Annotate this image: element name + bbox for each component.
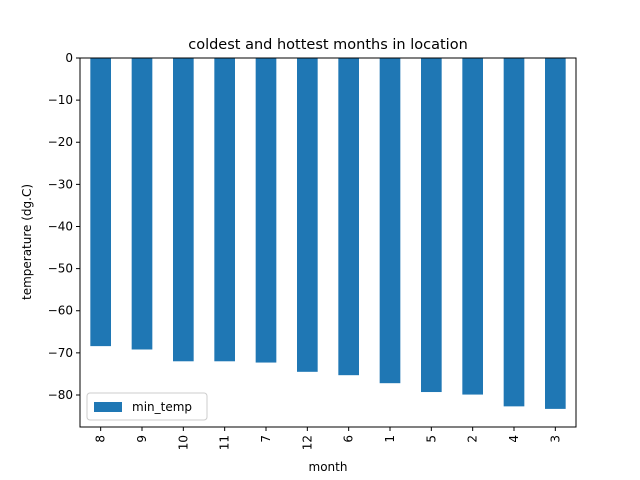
y-tick-label: −80	[48, 388, 73, 402]
bar-month-2	[462, 58, 483, 395]
legend-box	[86, 392, 208, 421]
x-tick-label: 4	[507, 435, 521, 443]
x-tick-label: 12	[300, 435, 314, 450]
bar-month-3	[545, 58, 566, 409]
bar-month-4	[503, 58, 525, 407]
bar-month-6	[338, 58, 359, 376]
x-tick-label: 2	[466, 435, 480, 443]
bar-month-9	[131, 58, 153, 350]
y-tick-label: −60	[48, 304, 73, 318]
x-axis-label: month	[309, 460, 348, 474]
x-tick-label: 9	[135, 435, 149, 443]
x-tick-label: 11	[218, 435, 232, 450]
bar-month-11	[214, 58, 235, 362]
x-tick-label: 5	[424, 435, 438, 443]
bar-month-8	[90, 58, 111, 347]
bar-month-5	[421, 58, 442, 393]
x-axis-ticks: 8 9 10 11 7 12 6 1 5 2 4 3	[94, 427, 562, 450]
legend-swatch	[94, 402, 122, 412]
x-tick-label: 3	[548, 435, 562, 443]
x-tick-label: 10	[176, 435, 190, 450]
legend: min_temp	[86, 392, 208, 421]
x-tick-label: 8	[94, 435, 108, 443]
bars-group	[90, 58, 566, 409]
bar-month-1	[379, 58, 401, 384]
y-tick-label: −30	[48, 177, 73, 191]
y-tick-label: 0	[65, 51, 73, 65]
y-axis-ticks: 0 −10 −20 −30 −40 −50 −60 −70 −80	[48, 51, 80, 402]
bar-month-12	[297, 58, 318, 372]
y-tick-label: −10	[48, 93, 73, 107]
y-axis-label: temperature (dg.C)	[20, 184, 34, 300]
legend-label: min_temp	[132, 400, 192, 414]
x-tick-label: 1	[383, 435, 397, 443]
x-tick-label: 7	[259, 435, 273, 443]
plot-frame	[79, 57, 577, 428]
y-tick-label: −40	[48, 219, 73, 233]
x-tick-label: 6	[342, 435, 356, 443]
bar-month-10	[173, 58, 194, 362]
y-tick-label: −70	[48, 346, 73, 360]
bar-month-7	[255, 58, 277, 363]
chart-title: coldest and hottest months in location	[188, 37, 468, 53]
y-tick-label: −20	[48, 135, 73, 149]
y-tick-label: −50	[48, 262, 73, 276]
